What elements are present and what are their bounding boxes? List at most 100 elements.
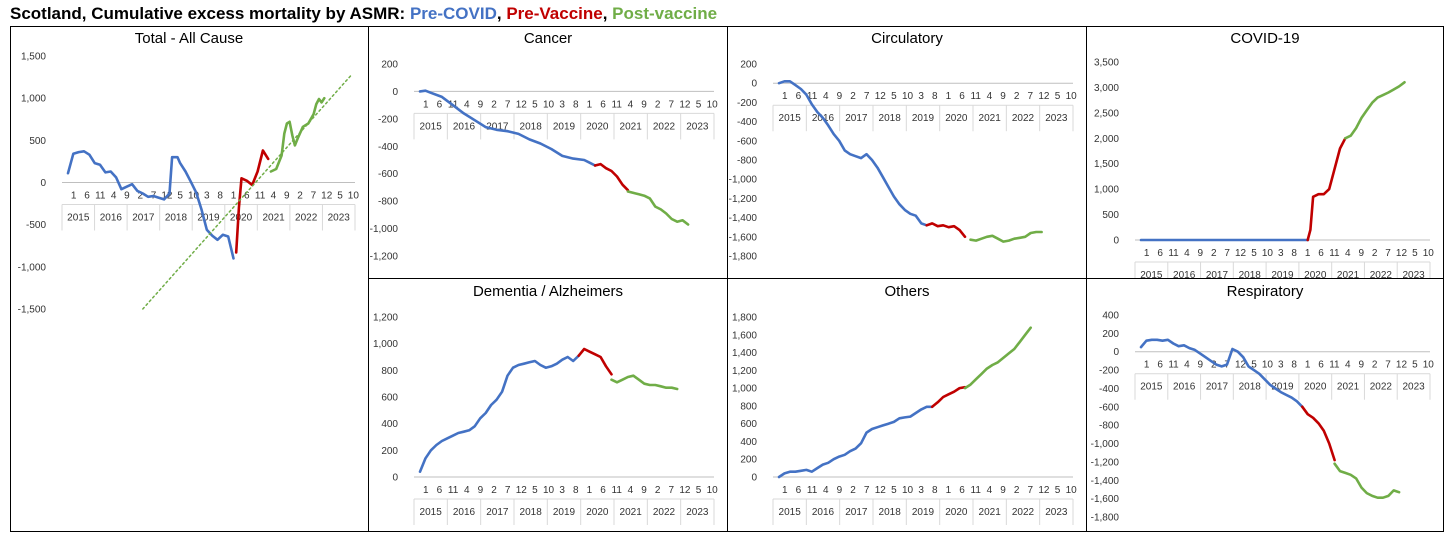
others-ytick-label: 1,800	[732, 313, 757, 324]
dementia-alzheimers-x-year-label: 2017	[486, 507, 509, 518]
title-prefix: Scotland, Cumulative excess mortality by…	[10, 4, 410, 23]
others-ytick-label: 1,400	[732, 348, 757, 359]
covid-19-x-month-label: 9	[1198, 248, 1204, 259]
total-all-cause-ytick-label: -1,500	[18, 305, 47, 316]
total-all-cause-series-pre-covid	[66, 150, 235, 260]
respiratory-x-month-label: 5	[1412, 360, 1418, 371]
cancer-x-month-label: 6	[437, 99, 443, 110]
cancer-series-pre-covid	[418, 89, 597, 167]
cancer-x-month-label: 11	[612, 99, 623, 110]
cancer-ytick-label: -1,200	[370, 252, 399, 263]
covid-19-ytick-label: 3,500	[1094, 58, 1119, 69]
circulatory-series-pre-vaccine	[925, 222, 967, 239]
total-all-cause-x-month-label: 1	[231, 191, 237, 202]
dementia-alzheimers-ytick-label: 200	[381, 446, 398, 457]
dementia-alzheimers-title: Dementia / Alzheimers	[473, 283, 623, 300]
total-all-cause-x-month-label: 12	[321, 191, 333, 202]
cancer-ytick-label: -800	[378, 197, 398, 208]
respiratory-x-month-label: 11	[1329, 360, 1340, 371]
cancer-x-year-label: 2021	[620, 121, 643, 132]
total-all-cause-ytick-label: -1,000	[18, 262, 47, 273]
circulatory-x-month-label: 6	[959, 91, 965, 102]
dementia-alzheimers-x-month-label: 2	[655, 485, 661, 496]
cancer-ytick-label: -600	[378, 169, 398, 180]
circulatory-x-month-label: 10	[1066, 91, 1078, 102]
respiratory-svg: Respiratory -1,800 -1,600 -1,400 -1,200 -1,00…	[1091, 283, 1435, 524]
title-sep-2: ,	[602, 4, 613, 23]
legend-pre-vaccine: Pre-Vaccine	[506, 4, 603, 23]
total-all-cause-x-year-label: 2019	[197, 213, 220, 224]
total-all-cause-x-year-label: 2016	[100, 213, 123, 224]
circulatory-series-post-vaccine	[969, 230, 1043, 243]
covid-19-ytick-label: 2,000	[1094, 134, 1119, 145]
others-x-month-label: 10	[1066, 485, 1078, 496]
respiratory-ytick-label: 400	[1102, 311, 1119, 322]
respiratory-x-month-label: 11	[1168, 360, 1179, 371]
dementia-alzheimers-series-pre-covid	[418, 354, 580, 473]
dementia-alzheimers-x-month-label: 12	[516, 485, 528, 496]
respiratory-x-month-label: 1	[1305, 360, 1311, 371]
dementia-alzheimers-x-month-label: 9	[478, 485, 484, 496]
covid-19-x-month-label: 8	[1291, 248, 1297, 259]
total-all-cause-x-month-label: 2	[297, 191, 303, 202]
dementia-alzheimers-x-month-label: 3	[559, 485, 565, 496]
others-x-month-label: 2	[850, 485, 856, 496]
respiratory-series-post-vaccine	[1333, 462, 1401, 499]
title-sep-1: ,	[496, 4, 507, 23]
others-x-year-label: 2022	[1012, 507, 1035, 518]
cancer-x-month-label: 4	[628, 99, 634, 110]
total-all-cause-svg: Total - All Cause -1,500 -1,000 -500 0 500 1,0…	[18, 30, 360, 316]
others-x-month-label: 3	[918, 485, 924, 496]
others-x-month-label: 7	[864, 485, 870, 496]
cancer-x-month-label: 3	[559, 99, 565, 110]
covid-19-x-year-label: 2022	[1370, 270, 1393, 278]
respiratory-x-year-label: 2015	[1140, 382, 1163, 393]
dementia-alzheimers-x-year-label: 2023	[686, 507, 709, 518]
covid-19-series-post-vaccine	[1344, 81, 1406, 140]
covid-19-x-month-label: 10	[1262, 248, 1274, 259]
cancer-x-month-label: 12	[679, 99, 691, 110]
circulatory-svg: Circulatory -1,800 -1,600 -1,400 -1,200 -1,00…	[729, 30, 1078, 263]
others-ytick-label: 1,600	[732, 330, 757, 341]
others-x-year-label: 2019	[912, 507, 935, 518]
others-x-month-label: 5	[891, 485, 897, 496]
total-all-cause-x-month-label: 5	[337, 191, 343, 202]
dementia-alzheimers-x-month-label: 7	[505, 485, 511, 496]
covid-19-x-month-label: 12	[1396, 248, 1408, 259]
respiratory-ytick-label: -1,600	[1091, 494, 1120, 505]
respiratory-x-month-label: 1	[1144, 360, 1150, 371]
others-x-month-label: 4	[823, 485, 829, 496]
dementia-alzheimers-x-month-label: 2	[491, 485, 497, 496]
circulatory-x-month-label: 5	[1055, 91, 1061, 102]
cancer-x-month-label: 1	[423, 99, 429, 110]
dementia-alzheimers-x-month-label: 4	[628, 485, 634, 496]
covid-19-x-month-label: 5	[1412, 248, 1418, 259]
cancer-x-month-label: 5	[696, 99, 702, 110]
others-series-pre-covid	[777, 405, 934, 479]
circulatory-x-month-label: 12	[1038, 91, 1050, 102]
chart-respiratory: Respiratory -1,800 -1,600 -1,400 -1,200 -1,00…	[1087, 279, 1444, 532]
respiratory-x-year-label: 2019	[1271, 382, 1294, 393]
cancer-x-month-label: 1	[587, 99, 593, 110]
dementia-alzheimers-x-month-label: 1	[423, 485, 429, 496]
circulatory-ytick-label: -600	[737, 136, 757, 147]
respiratory-x-month-label: 5	[1251, 360, 1257, 371]
circulatory-ytick-label: -800	[737, 156, 757, 167]
total-all-cause-x-year-label: 2015	[67, 213, 90, 224]
dementia-alzheimers-x-month-label: 4	[464, 485, 470, 496]
dementia-alzheimers-x-month-label: 1	[587, 485, 593, 496]
circulatory-x-year-label: 2022	[1012, 113, 1035, 124]
respiratory-x-month-label: 12	[1235, 360, 1247, 371]
total-all-cause-ytick-label: 1,000	[21, 94, 46, 105]
covid-19-x-month-label: 9	[1358, 248, 1364, 259]
respiratory-ytick-label: -800	[1099, 421, 1119, 432]
cancer-x-year-label: 2016	[453, 121, 476, 132]
circulatory-ytick-label: -1,600	[729, 232, 758, 243]
circulatory-x-month-label: 2	[850, 91, 856, 102]
cancer-title: Cancer	[524, 30, 572, 47]
covid-19-svg: COVID-19 0 500 1,000 1,500 2,000 2,500 3,000 3,5…	[1094, 30, 1434, 278]
respiratory-x-month-label: 2	[1372, 360, 1378, 371]
respiratory-x-month-label: 9	[1358, 360, 1364, 371]
covid-19-series-pre-vaccine	[1306, 137, 1347, 242]
circulatory-title: Circulatory	[871, 30, 943, 47]
